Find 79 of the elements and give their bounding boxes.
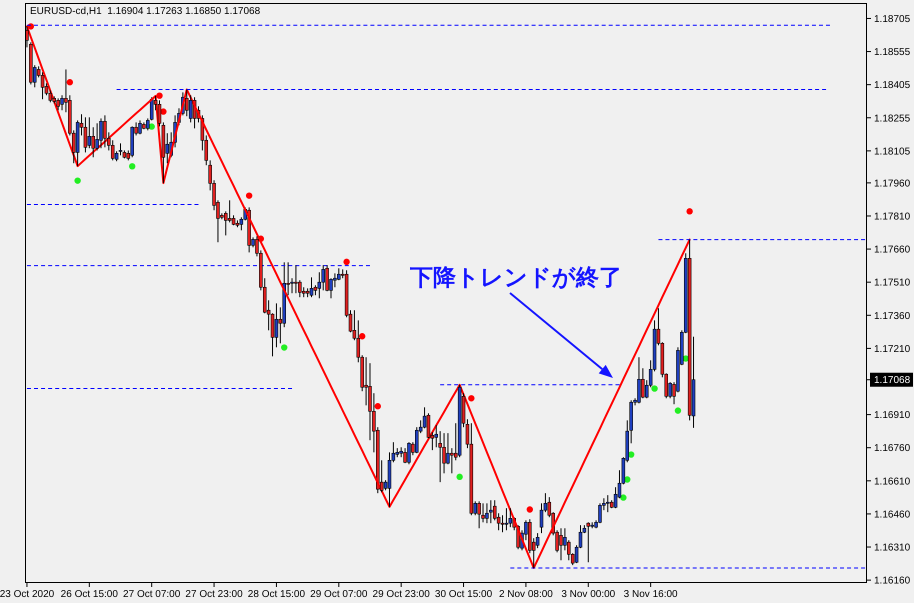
point — [620, 494, 627, 501]
candlestick — [586, 522, 590, 563]
candlestick — [637, 356, 641, 404]
candlestick — [559, 528, 563, 561]
x-tick-label: 27 Oct 23:00 — [185, 589, 244, 600]
y-tick-label: 1.17960 — [874, 178, 911, 190]
y-tick-label: 1.17510 — [874, 278, 911, 289]
point — [624, 476, 630, 483]
candlestick — [274, 302, 278, 348]
point — [129, 163, 136, 170]
y-tick-label: 1.18255 — [874, 113, 911, 124]
candlestick — [442, 432, 446, 474]
candlestick — [56, 98, 60, 111]
y-tick-label: 1.16760 — [874, 443, 911, 454]
y-tick-label: 1.18405 — [874, 80, 911, 92]
y-tick-label: 1.18105 — [874, 146, 911, 158]
candlestick — [563, 528, 567, 551]
candlestick — [606, 494, 610, 513]
candlestick — [485, 502, 489, 524]
candlestick — [477, 500, 481, 529]
candlestick — [500, 514, 504, 533]
x-tick-label: 28 Oct 15:00 — [248, 589, 306, 600]
point — [258, 236, 264, 242]
y-tick-label: 1.17068 — [874, 375, 911, 386]
candlestick — [489, 500, 493, 524]
candlestick — [504, 508, 508, 531]
x-tick-label: 29 Oct 07:00 — [310, 589, 368, 600]
x-tick-label: 23 Oct 2020 — [0, 589, 55, 600]
candlestick — [232, 214, 236, 226]
candlestick — [95, 122, 99, 151]
point — [686, 208, 693, 215]
candlestick — [228, 200, 232, 223]
candlestick — [446, 432, 450, 465]
y-tick-label: 1.16460 — [874, 509, 911, 520]
x-tick-label: 27 Oct 07:00 — [123, 589, 181, 600]
point — [343, 258, 350, 266]
x-tick-label: 26 Oct 15:00 — [60, 589, 118, 600]
point — [281, 344, 288, 351]
candlestick — [450, 448, 454, 474]
y-tick-label: 1.16310 — [874, 542, 911, 554]
candlestick — [641, 368, 645, 399]
point — [74, 177, 81, 184]
y-tick-label: 1.18555 — [874, 47, 911, 58]
y-tick-label: 1.16160 — [874, 576, 911, 587]
point — [358, 333, 366, 340]
candlestick — [138, 120, 142, 135]
chart-title: EURUSD-cd,H1 1.16904 1.17263 1.16850 1.17068 — [30, 6, 261, 17]
annotation: 下降トレンドが終了 — [409, 265, 622, 291]
x-tick-label: 2 Nov 08:00 — [498, 589, 554, 600]
y-tick-label: 1.18705 — [874, 14, 911, 25]
point — [156, 92, 163, 99]
point — [526, 506, 534, 513]
candlestick — [508, 508, 512, 528]
point — [66, 79, 74, 86]
point — [456, 474, 463, 480]
candlestick — [407, 442, 411, 465]
point — [674, 407, 682, 414]
x-tick-label: 3 Nov 00:00 — [561, 589, 616, 600]
candlestick — [99, 118, 103, 149]
x-tick-label: 30 Oct 15:00 — [434, 589, 493, 600]
y-tick-label: 1.17810 — [874, 211, 911, 222]
x-tick-label: 3 Nov 16:00 — [624, 589, 678, 600]
y-tick-label: 1.16910 — [874, 410, 911, 422]
candlestick — [536, 532, 540, 549]
point — [468, 395, 475, 402]
point — [374, 403, 381, 410]
y-tick-label: 1.17660 — [874, 244, 911, 256]
x-tick-label: 29 Oct 23:00 — [372, 589, 430, 600]
candlestick — [88, 116, 92, 149]
point — [651, 385, 658, 392]
candlestick — [103, 114, 107, 148]
y-tick-label: 1.17360 — [874, 310, 911, 322]
candlestick — [40, 72, 44, 100]
candlestick — [310, 276, 314, 298]
y-tick-label: 1.16610 — [874, 476, 911, 488]
candlestick — [294, 264, 298, 294]
point — [246, 192, 252, 199]
y-tick-label: 1.17210 — [874, 344, 911, 355]
candlestick — [84, 116, 88, 153]
